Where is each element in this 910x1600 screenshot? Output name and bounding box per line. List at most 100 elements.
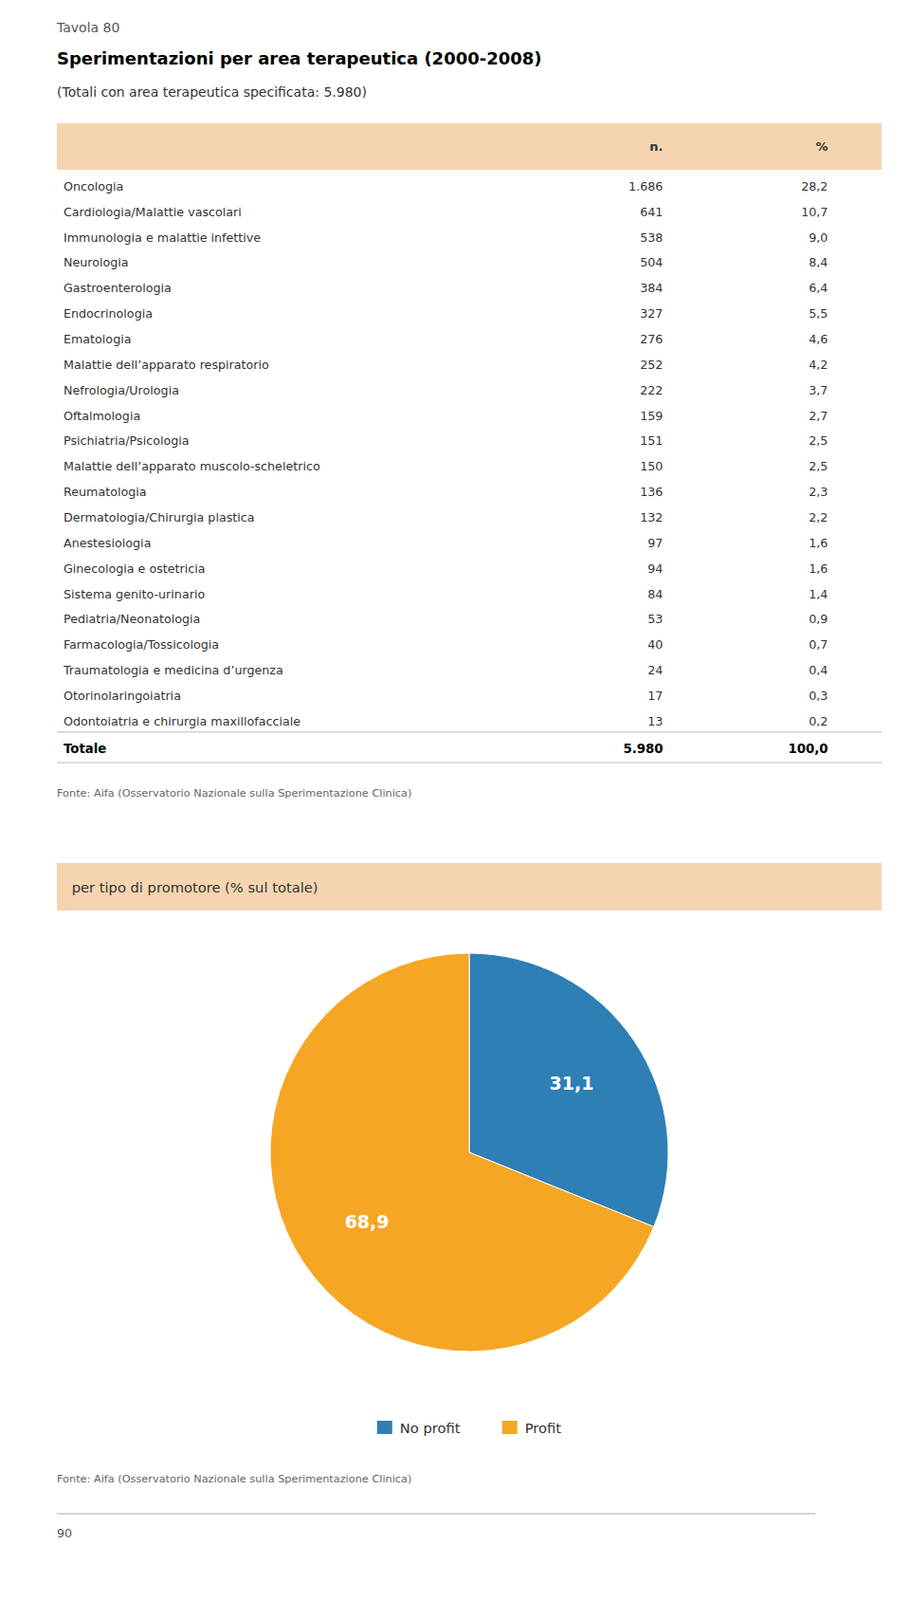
row-cell: 1,6 [808, 561, 828, 576]
chart-title: per tipo di promotore (% sul totale) [72, 878, 319, 895]
row-cell: 28,2 [800, 179, 828, 194]
row-label: Otorinolaringoiatria [63, 688, 182, 703]
row-cell: 1,6 [808, 535, 828, 550]
row-label: Immunologia e malattie infettive [63, 230, 261, 245]
row-cell: 641 [639, 204, 663, 219]
table-row: Cardiologia/Malattie vascolari 641 10,7 [63, 204, 828, 219]
source: Fonte: Aifa (Osservatorio Nazionale sull… [56, 1472, 412, 1485]
table-row: Reumatologia 136 2,3 [63, 484, 828, 499]
row-label: Neurologia [63, 254, 129, 270]
row-cell: 252 [639, 357, 663, 372]
row-label: Malattie dell’apparato muscolo-scheletri… [63, 458, 321, 474]
table-row: Otorinolaringoiatria170,3 [63, 688, 828, 703]
tavola: Tavola 80 [55, 19, 120, 36]
data-labels: 31,1 68,9 [345, 1072, 595, 1232]
row-label: Cardiologia/Malattie vascolari [63, 204, 242, 219]
table: n.% Oncologia 1.686 28,2 Cardiologia/Malatti… [56, 123, 882, 763]
data-label: 68,9 [345, 1210, 390, 1232]
row-label: Anestesiologia [63, 535, 151, 550]
legend: No profit Profit [377, 1419, 562, 1436]
row-label: Nefrologia/Urologia [63, 382, 180, 398]
row-cell: 0,9 [808, 611, 828, 626]
row-label: Endocrinologia [63, 306, 153, 321]
table-row: Sistema genito-urinario841,4 [63, 586, 828, 601]
table-row: Traumatologia e medicina d’urgenza240,4 [62, 662, 828, 677]
table-row: Anestesiologia 97 1,6 [63, 535, 828, 550]
row-label: Odontoiatria e chirurgia maxillofacciale [63, 713, 301, 728]
title-block: Tavola 80 Sperimentazioni per area terape… [55, 19, 543, 100]
row-cell: 9,0 [808, 230, 828, 245]
row-cell: 222 [639, 382, 663, 398]
table-row: Psichiatria/Psicologia1512,5 [63, 433, 828, 448]
row-cell: 10,7 [800, 204, 828, 219]
table-row: Immunologia e malattie infettive 538 9,0 [63, 230, 828, 245]
row-label: Gastroenterologia [63, 280, 172, 295]
page: Tavola 80 Sperimentazioni per area terape… [0, 0, 910, 1600]
row-label: Oncologia [63, 179, 124, 194]
row-label: Pediatria/Neonatologia [63, 611, 201, 626]
row-cell: 276 [639, 331, 663, 346]
row-cell: 13 [647, 713, 663, 728]
table-row: Malattie dell’apparato muscolo-scheletri… [63, 458, 828, 474]
row-cell: 2,5 [808, 458, 828, 474]
row-label: Traumatologia e medicina d’urgenza [62, 662, 284, 677]
row-cell: 132 [639, 509, 663, 525]
row-label: Reumatologia [63, 484, 147, 499]
row-cell: 538 [639, 230, 663, 245]
table-row: Nefrologia/Urologia2223,7 [63, 382, 828, 398]
subtitle: (Totali con area terapeutica specificata… [56, 84, 367, 100]
row-cell: 6,4 [808, 280, 828, 295]
row-cell: 84 [647, 586, 663, 601]
table-row: Neurologia5048,4 [63, 254, 828, 270]
row-label: Farmacologia/Tossicologia [63, 637, 219, 652]
total-cell: 5.980 [622, 741, 663, 756]
data-label: 31,1 [548, 1072, 594, 1093]
row-cell: 17 [647, 688, 663, 703]
row-cell: 136 [639, 484, 663, 499]
page-rule [56, 1512, 816, 1514]
table-rule [56, 762, 882, 764]
total-label: Totale [63, 741, 107, 756]
row-label: Malattie dell’apparato respiratorio [63, 357, 270, 372]
table-row: Oftalmologia1592,7 [63, 408, 828, 423]
row-cell: 504 [639, 254, 663, 270]
row-cell: 0,2 [808, 713, 828, 728]
row-cell: 2,2 [808, 509, 828, 525]
table-row: Ginecologia e ostetricia 94 1,6 [63, 561, 828, 576]
page-number: 90 [56, 1525, 73, 1540]
pie-slice [270, 952, 655, 1351]
row-cell: 94 [647, 561, 663, 576]
row-cell: 159 [639, 408, 663, 423]
source: Fonte: Aifa (Osservatorio Nazionale sull… [56, 786, 412, 800]
table-rule [56, 730, 882, 732]
pie: 31,1 68,9 [270, 952, 669, 1351]
row-cell: 97 [647, 535, 663, 550]
row-label: Ginecologia e ostetricia [63, 561, 206, 576]
legend-entry: No profit [377, 1419, 461, 1436]
total-cell: 100,0 [787, 741, 828, 756]
row-label: Sistema genito-urinario [63, 586, 205, 601]
table-row: Endocrinologia3275,5 [63, 306, 828, 321]
total-row: Totale 5.980 100,0 [63, 741, 828, 756]
table-header [56, 123, 882, 170]
title: Sperimentazioni per area terapeutica (20… [56, 48, 543, 69]
column-header: % [815, 139, 828, 154]
legend-entry: Profit [502, 1419, 563, 1436]
row-label: Ematologia [63, 331, 132, 346]
row-cell: 2,5 [808, 433, 828, 448]
row-cell: 384 [639, 280, 663, 295]
legend-label: Profit [525, 1419, 563, 1436]
row-cell: 2,3 [808, 484, 828, 499]
table-row: Gastroenterologia 384 6,4 [63, 280, 828, 295]
row-cell: 4,2 [808, 357, 828, 372]
row-cell: 40 [647, 637, 663, 652]
row-cell: 327 [639, 306, 663, 321]
pie-header: per tipo di promotore (% sul totale) [56, 862, 882, 910]
row-label: Dermatologia/Chirurgia plastica [63, 509, 255, 525]
row-cell: 150 [639, 458, 663, 474]
column-header: n. [649, 139, 663, 154]
table-row: Malattie dell’apparato respiratorio 252 4,… [63, 357, 828, 372]
row-cell: 151 [639, 433, 663, 448]
row-cell: 1.686 [628, 179, 663, 194]
legend-label: No profit [400, 1419, 461, 1436]
